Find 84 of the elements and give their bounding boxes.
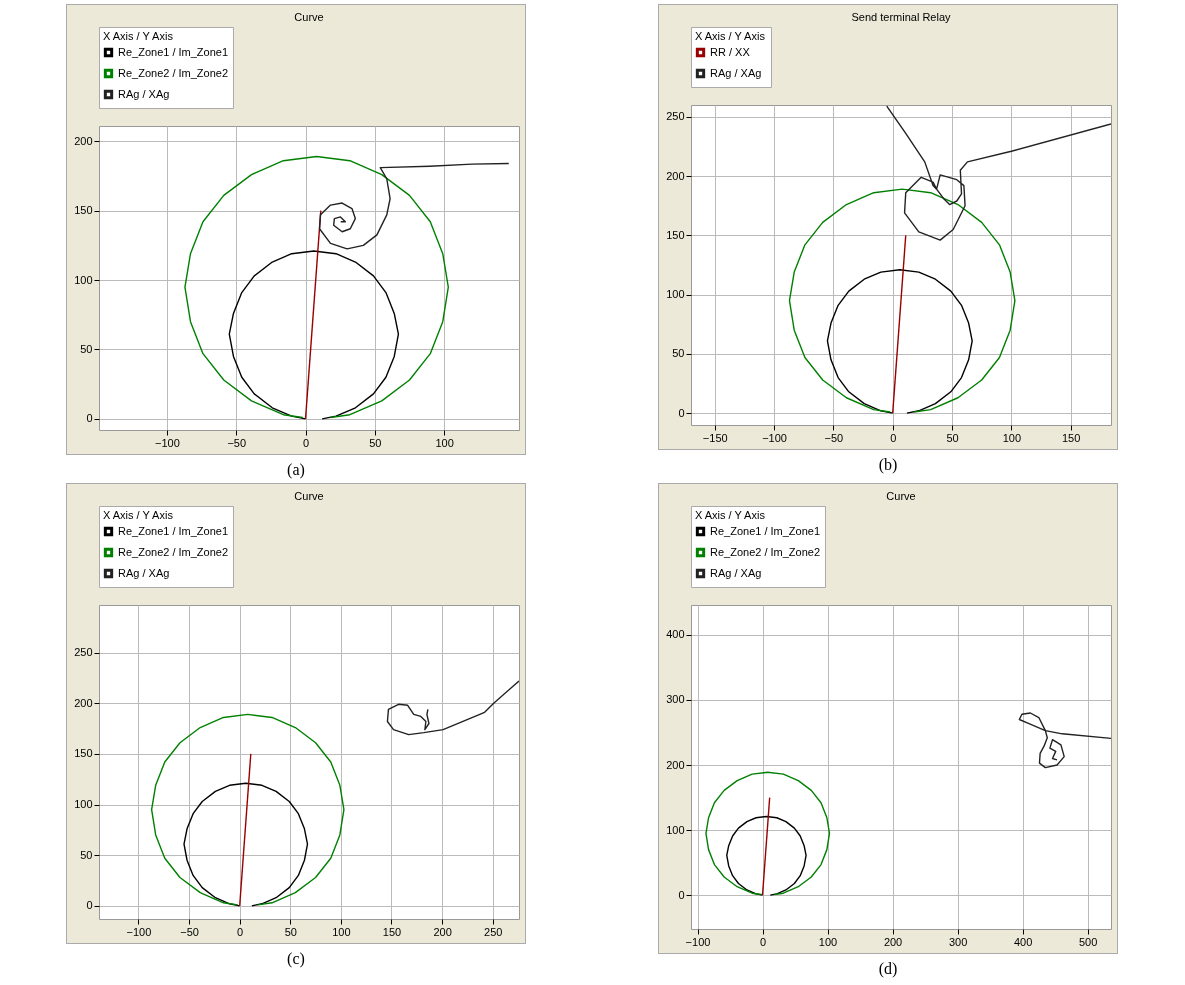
- y-tick-label: 100: [666, 288, 685, 301]
- x-tick-label: 250: [484, 925, 503, 938]
- y-tick-label: 150: [74, 747, 93, 760]
- line-series: [228, 250, 400, 420]
- legend-label: RAg / XAg: [710, 566, 762, 579]
- y-tick-label: 200: [74, 134, 93, 147]
- y-tick-label: 200: [666, 758, 685, 771]
- text: (c): [287, 950, 305, 968]
- legend-title: X Axis / Y Axis: [103, 509, 174, 521]
- line-series: [386, 680, 519, 736]
- text: (d): [878, 960, 898, 978]
- legend-title: X Axis / Y Axis: [103, 30, 174, 42]
- y-tick-label: 400: [666, 628, 685, 641]
- legend-label: RAg / XAg: [118, 566, 170, 579]
- line-series: [1018, 712, 1111, 769]
- x-tick-label: −100: [155, 436, 180, 449]
- x-tick-label: 0: [759, 935, 767, 948]
- line-series: [184, 155, 450, 419]
- x-tick-label: −150: [702, 431, 728, 444]
- x-tick-label: −50: [227, 436, 247, 449]
- x-tick-label: −50: [180, 925, 199, 938]
- x-tick-label: 50: [284, 925, 297, 938]
- x-tick-label: 150: [382, 925, 402, 938]
- y-tick-label: 0: [678, 406, 685, 419]
- y-tick-label: 50: [672, 347, 685, 360]
- chart-title: Curve: [886, 489, 916, 502]
- x-tick-label: 100: [1002, 431, 1022, 444]
- x-tick-label: 100: [332, 925, 351, 938]
- line-series: [726, 815, 807, 896]
- x-tick-label: −100: [762, 431, 787, 444]
- x-tick-label: 150: [1061, 431, 1081, 444]
- x-tick-label: 50: [946, 431, 959, 444]
- y-tick-label: 100: [666, 823, 685, 836]
- legend-label: Re_Zone2 / Im_Zone2: [118, 66, 229, 79]
- legend-title: X Axis / Y Axis: [695, 30, 766, 42]
- x-tick-label: 500: [1078, 935, 1098, 948]
- legend-label: RAg / XAg: [118, 87, 170, 100]
- x-tick-label: 0: [890, 431, 897, 444]
- line-series: [705, 771, 831, 896]
- line-series: [886, 105, 1111, 241]
- y-tick-label: 50: [80, 342, 93, 355]
- x-tick-label: −50: [824, 431, 844, 444]
- x-tick-label: 0: [237, 925, 244, 938]
- line-series: [318, 162, 510, 250]
- line-series: [183, 782, 309, 907]
- legend-label: Re_Zone1 / Im_Zone1: [118, 524, 229, 537]
- y-tick-label: 250: [74, 646, 93, 659]
- x-tick-label: 100: [818, 935, 838, 948]
- text: (b): [878, 456, 898, 474]
- chart-title: Send terminal Relay: [851, 10, 952, 23]
- x-tick-label: −100: [685, 935, 711, 948]
- line-series: [150, 713, 345, 906]
- legend-label: RR / XX: [710, 45, 751, 58]
- x-tick-label: 100: [435, 436, 454, 449]
- x-tick-label: 200: [433, 925, 452, 938]
- legend-label: Re_Zone2 / Im_Zone2: [118, 545, 229, 558]
- legend-label: RAg / XAg: [710, 66, 762, 79]
- y-tick-label: 0: [86, 412, 93, 425]
- legend-label: Re_Zone2 / Im_Zone2: [710, 545, 821, 558]
- legend-title: X Axis / Y Axis: [695, 509, 766, 521]
- y-tick-label: 200: [74, 696, 93, 709]
- y-tick-label: 100: [74, 798, 93, 811]
- x-tick-label: 300: [948, 935, 968, 948]
- y-tick-label: 250: [666, 110, 685, 123]
- x-tick-label: 0: [302, 436, 310, 449]
- y-tick-label: 150: [666, 228, 685, 241]
- x-tick-label: −100: [126, 925, 152, 938]
- y-tick-label: 200: [666, 169, 685, 182]
- y-tick-label: 0: [86, 899, 93, 912]
- x-tick-label: 400: [1013, 935, 1033, 948]
- y-tick-label: 50: [80, 848, 93, 861]
- y-tick-label: 0: [678, 888, 685, 901]
- chart-title: Curve: [294, 489, 324, 502]
- legend-label: Re_Zone1 / Im_Zone1: [710, 524, 821, 537]
- y-tick-label: 100: [74, 273, 93, 286]
- x-tick-label: 50: [369, 436, 382, 449]
- line-series: [788, 188, 1016, 413]
- x-tick-label: 200: [883, 935, 903, 948]
- y-tick-label: 300: [666, 693, 685, 706]
- line-series: [826, 269, 973, 414]
- legend-label: Re_Zone1 / Im_Zone1: [118, 45, 229, 58]
- y-tick-label: 150: [74, 204, 93, 217]
- chart-title: Curve: [294, 10, 324, 23]
- text: (a): [287, 461, 305, 479]
